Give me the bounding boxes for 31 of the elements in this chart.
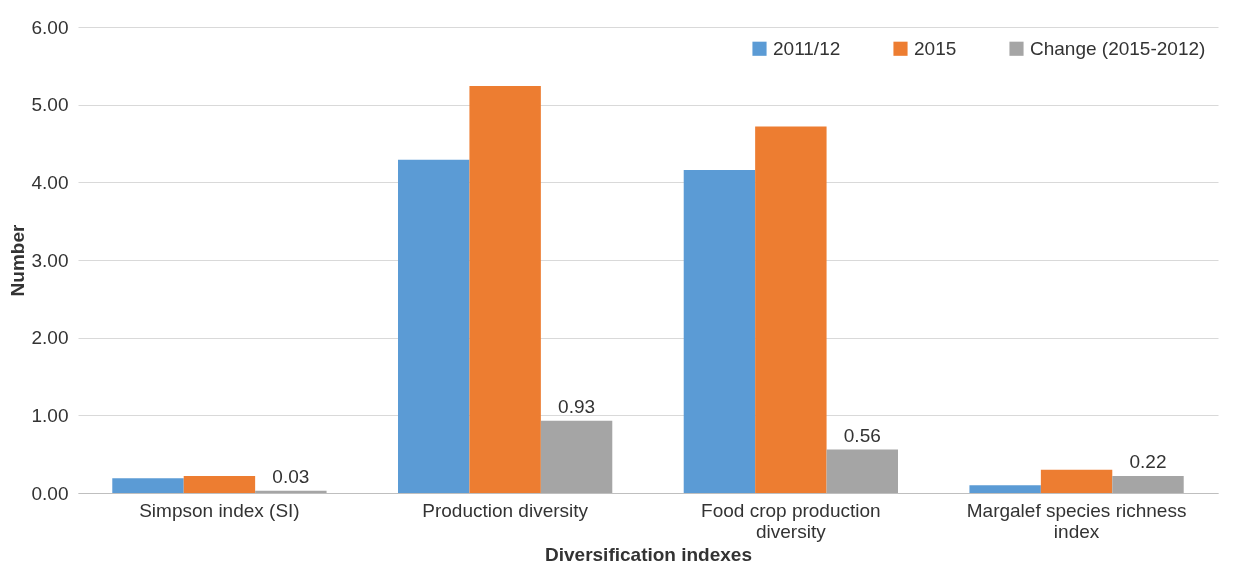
y-tick-label: 3.00 [31, 249, 69, 271]
y-tick-label: 4.00 [31, 171, 69, 193]
y-axis-title: Number [6, 224, 28, 297]
bar [398, 159, 470, 493]
bar [469, 86, 541, 493]
bar [1112, 475, 1184, 493]
y-tick-label: 1.00 [31, 404, 69, 426]
bar [969, 485, 1041, 493]
y-tick-label: 6.00 [31, 16, 69, 38]
bar [826, 449, 898, 493]
x-tick-label: Production diversity [422, 499, 589, 521]
bar [755, 126, 827, 493]
x-tick-label: Food crop production diversity [701, 499, 881, 542]
bar [183, 475, 256, 493]
y-tick-label: 5.00 [31, 94, 69, 116]
y-tick-label: 2.00 [31, 327, 69, 349]
y-tick-label: 0.00 [31, 482, 69, 504]
bar [112, 478, 184, 493]
legend-label: 2015 [914, 37, 957, 59]
bar [683, 169, 756, 493]
legend-label: Change (2015-2012) [1030, 37, 1206, 59]
x-tick-label: Simpson index (SI) [139, 499, 300, 521]
data-label: 0.03 [272, 465, 310, 487]
data-label: 0.56 [843, 424, 881, 446]
data-label: 0.93 [558, 395, 596, 417]
legend-label: 2011/12 [773, 37, 841, 59]
data-label: 0.22 [1129, 450, 1167, 472]
x-axis-title: Diversification indexes [545, 543, 752, 565]
x-tick-label: Margalef species richness index [966, 499, 1187, 542]
bar [540, 420, 613, 493]
bar [1040, 469, 1113, 493]
